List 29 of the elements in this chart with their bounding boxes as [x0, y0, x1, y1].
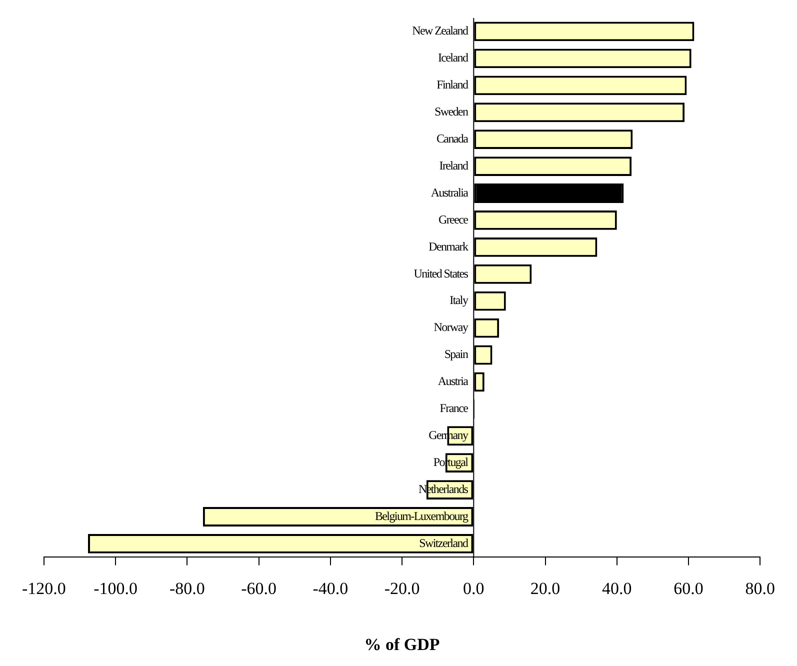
y-tick-label: France — [440, 401, 468, 416]
y-tick-label: Austria — [438, 374, 470, 388]
x-tick-label: -40.0 — [312, 578, 348, 598]
x-axis-title: % of GDP — [364, 635, 440, 654]
y-tick-label: Norway — [434, 320, 468, 334]
y-tick-label: United States — [414, 266, 469, 280]
y-tick-label: Denmark — [428, 239, 468, 254]
x-tick-label: -120.0 — [22, 578, 66, 598]
y-tick-label: Greece — [438, 212, 468, 226]
x-tick-label: 0.0 — [463, 578, 484, 598]
x-tick-label: 60.0 — [674, 578, 704, 598]
x-tick-label: -20.0 — [384, 578, 420, 598]
y-tick-label: Switzerland — [419, 536, 468, 550]
y-tick-label: Finland — [436, 78, 468, 92]
y-tick-label: Iceland — [438, 50, 468, 65]
y-tick-label: Canada — [436, 131, 470, 146]
x-tick-label: 20.0 — [530, 578, 560, 598]
y-tick-label: New Zealand — [412, 24, 468, 38]
x-tick-label: 40.0 — [602, 578, 632, 598]
x-tick-label: -80.0 — [169, 578, 205, 598]
y-tick-label: Sweden — [434, 104, 468, 119]
y-tick-label: Spain — [444, 347, 468, 362]
x-tick-label: 80.0 — [745, 578, 775, 598]
x-tick-label: -100.0 — [94, 578, 138, 598]
y-tick-label: Australia — [430, 185, 470, 200]
x-tick-label: -60.0 — [241, 578, 277, 598]
y-tick-label: Ireland — [439, 158, 468, 172]
y-tick-label: Belgium-Luxembourg — [374, 508, 468, 523]
y-tick-label: Italy — [450, 293, 468, 308]
